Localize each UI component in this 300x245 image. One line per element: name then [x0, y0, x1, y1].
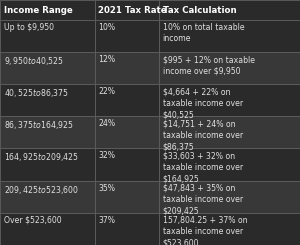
Text: 12%: 12%: [98, 55, 115, 64]
Text: $164,925 to $209,425: $164,925 to $209,425: [4, 151, 78, 163]
Text: $86,375 to $164,925: $86,375 to $164,925: [4, 119, 73, 131]
Bar: [0, 148, 94, 181]
Bar: [94, 0, 159, 20]
Bar: [0, 0, 94, 20]
Bar: [94, 213, 159, 245]
Bar: [94, 20, 159, 52]
Text: 22%: 22%: [98, 87, 115, 96]
Bar: [159, 52, 300, 84]
Text: $4,664 + 22% on
taxable income over
$40,525: $4,664 + 22% on taxable income over $40,…: [163, 87, 243, 119]
Text: Up to $9,950: Up to $9,950: [4, 23, 54, 32]
Bar: [94, 52, 159, 84]
Bar: [94, 116, 159, 148]
Bar: [0, 52, 94, 84]
Text: Income Range: Income Range: [4, 6, 72, 14]
Text: 10%: 10%: [98, 23, 115, 32]
Text: 32%: 32%: [98, 151, 115, 160]
Bar: [0, 20, 94, 52]
Bar: [159, 0, 300, 20]
Bar: [159, 213, 300, 245]
Text: 24%: 24%: [98, 119, 115, 128]
Text: 2021 Tax Rate: 2021 Tax Rate: [98, 6, 167, 14]
Bar: [159, 116, 300, 148]
Text: $209,425 to $523,600: $209,425 to $523,600: [4, 184, 78, 196]
Bar: [0, 116, 94, 148]
Bar: [159, 84, 300, 116]
Bar: [94, 181, 159, 213]
Text: 37%: 37%: [98, 216, 115, 225]
Bar: [94, 148, 159, 181]
Bar: [159, 181, 300, 213]
Bar: [0, 181, 94, 213]
Bar: [94, 84, 159, 116]
Bar: [159, 20, 300, 52]
Bar: [0, 213, 94, 245]
Text: $33,603 + 32% on
taxable income over
$164,925: $33,603 + 32% on taxable income over $16…: [163, 151, 243, 183]
Text: 157,804.25 + 37% on
taxable income over
$523,600: 157,804.25 + 37% on taxable income over …: [163, 216, 247, 245]
Bar: [0, 84, 94, 116]
Text: $14,751 + 24% on
taxable income over
$86,375: $14,751 + 24% on taxable income over $86…: [163, 119, 243, 151]
Text: $995 + 12% on taxable
income over $9,950: $995 + 12% on taxable income over $9,950: [163, 55, 255, 75]
Text: $40,525 to $86,375: $40,525 to $86,375: [4, 87, 68, 99]
Text: $47,843 + 35% on
taxable income over
$209,425: $47,843 + 35% on taxable income over $20…: [163, 184, 243, 215]
Text: 35%: 35%: [98, 184, 115, 193]
Bar: [159, 148, 300, 181]
Text: Tax Calculation: Tax Calculation: [163, 6, 236, 14]
Text: $9,950 to $40,525: $9,950 to $40,525: [4, 55, 64, 67]
Text: Over $523,600: Over $523,600: [4, 216, 61, 225]
Text: 10% on total taxable
income: 10% on total taxable income: [163, 23, 244, 43]
